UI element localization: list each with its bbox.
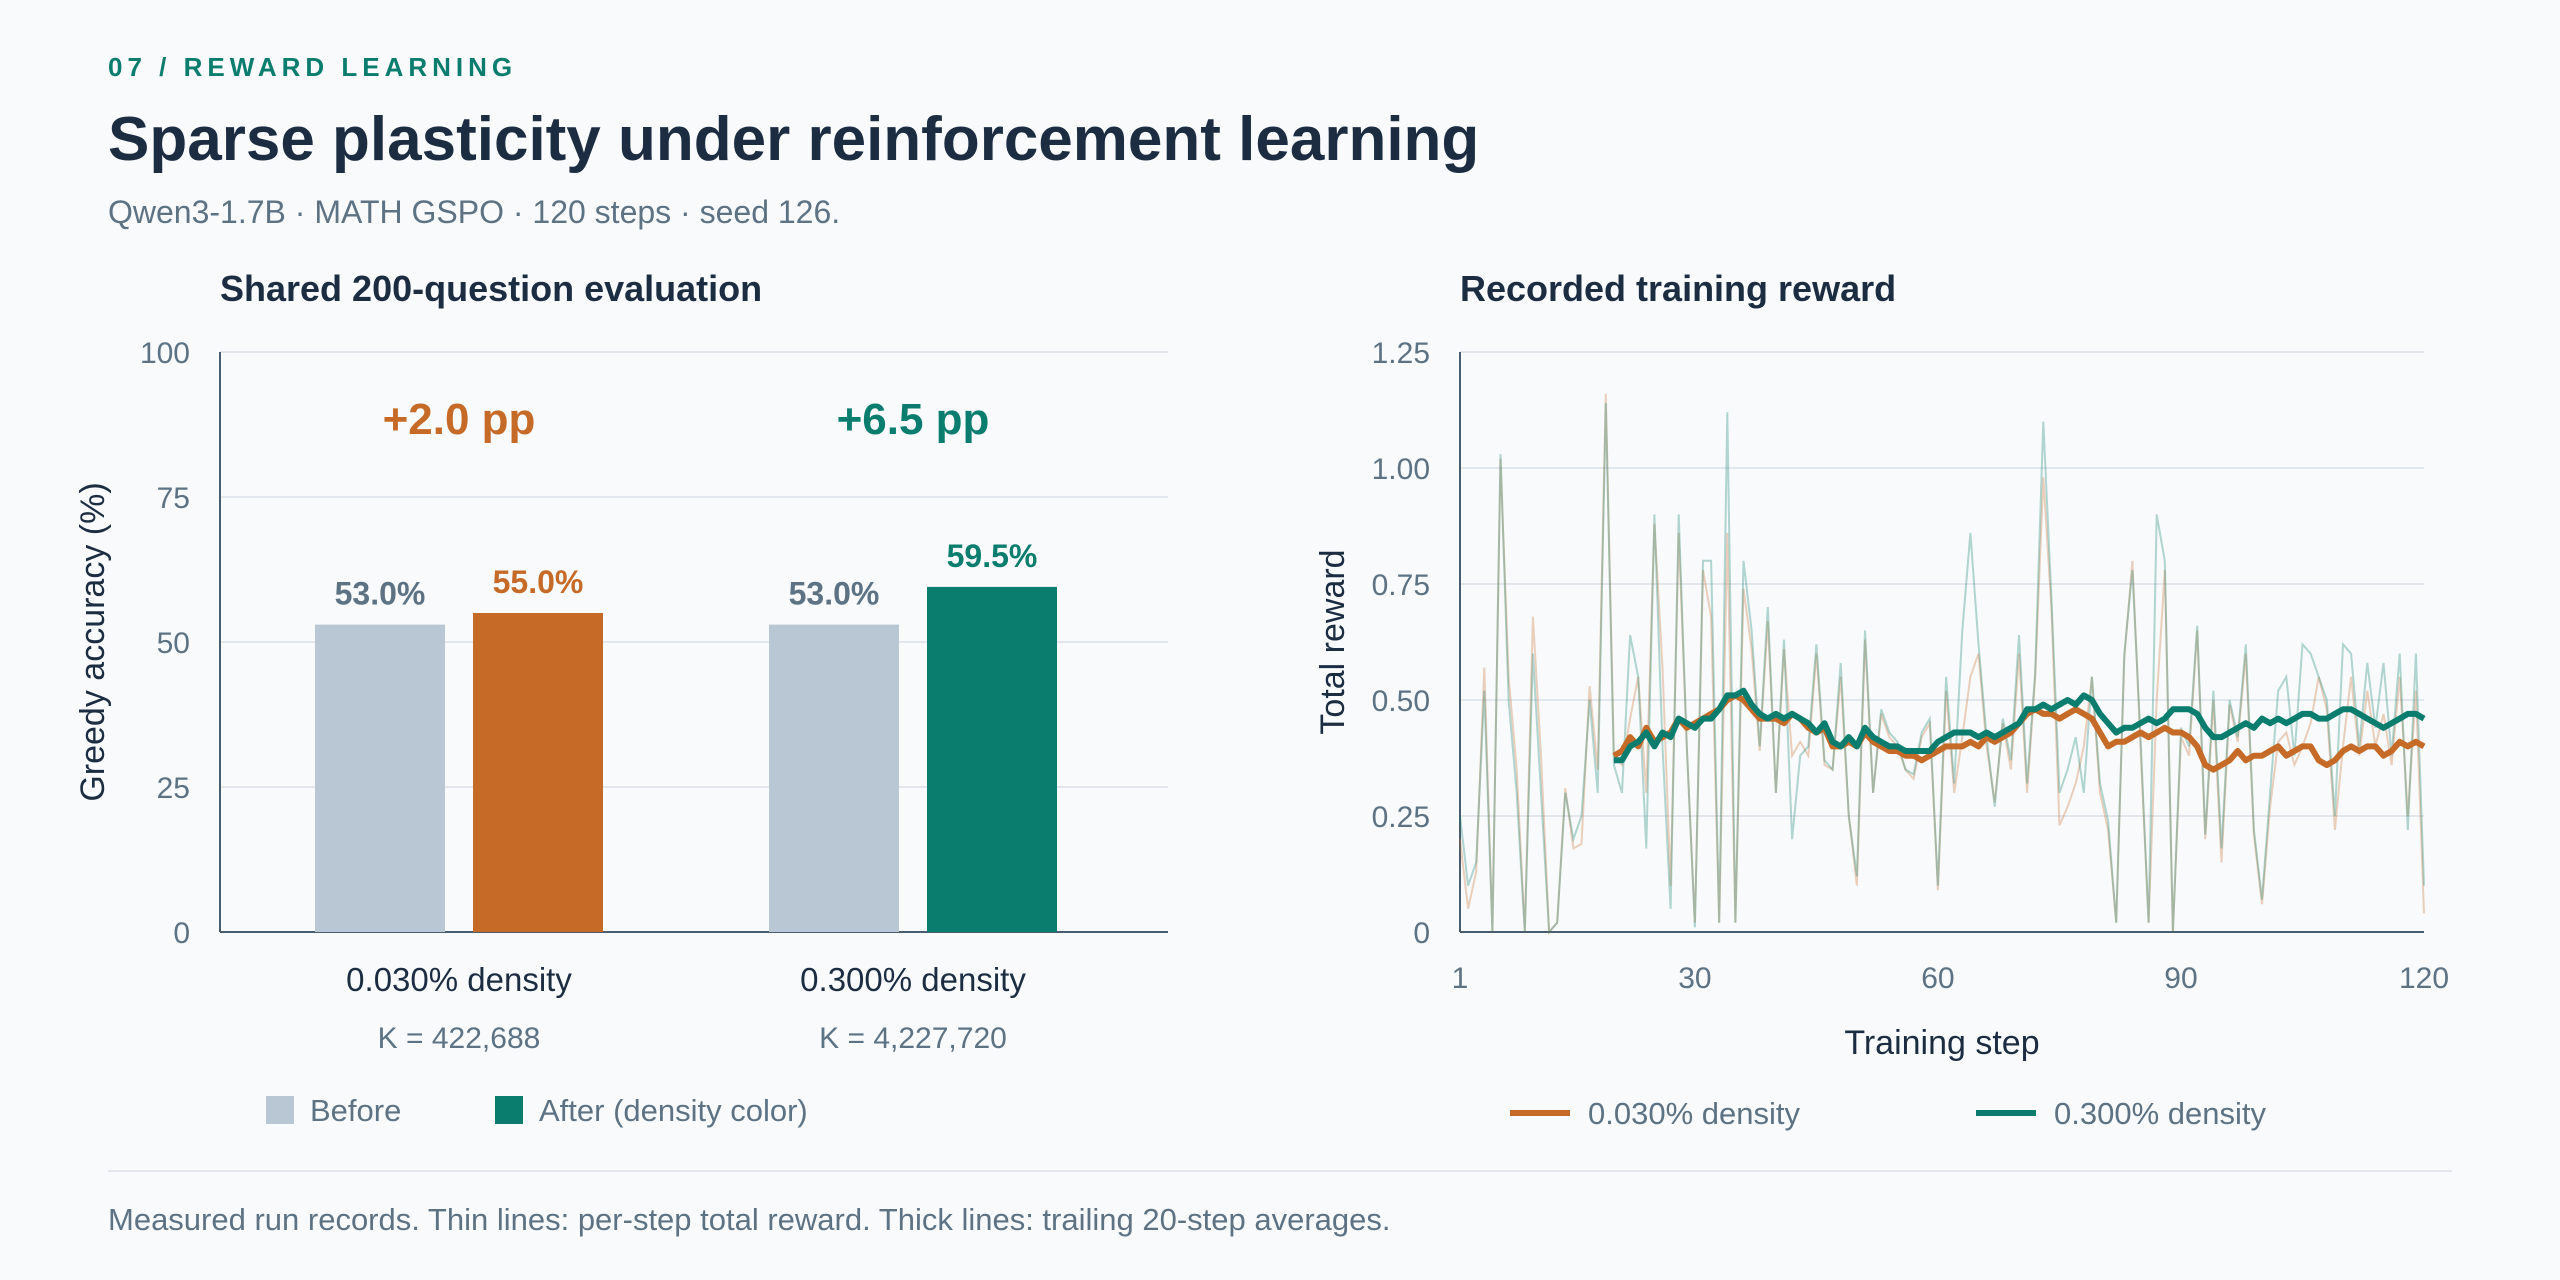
bar-before-value-label: 53.0%	[789, 576, 880, 612]
line-series-raw	[1459, 393, 2425, 935]
line-x-tick-label: 30	[1678, 962, 1711, 995]
line-series-average	[1613, 687, 2426, 764]
line-x-tick-label: 90	[2164, 962, 2197, 995]
bar-after	[473, 613, 603, 932]
page-subtitle: Qwen3-1.7B · MATH GSPO · 120 steps · see…	[108, 194, 841, 230]
bar-before	[315, 624, 445, 932]
bar-chart-title: Shared 200-question evaluation	[220, 268, 762, 309]
line-y-tick-label: 0.50	[1372, 685, 1430, 718]
bar-after-value-label: 55.0%	[493, 564, 584, 600]
bar-group-sublabel: K = 4,227,720	[819, 1022, 1007, 1055]
line-chart-title: Recorded training reward	[1460, 268, 1896, 309]
bar-y-axis-label: Greedy accuracy (%)	[74, 482, 112, 801]
bar-y-tick-label: 25	[157, 772, 190, 805]
line-legend-label: 0.030% density	[1588, 1096, 1800, 1131]
line-series-average	[1612, 692, 2426, 773]
bar-y-tick-label: 0	[173, 917, 190, 950]
bar-delta-label: +2.0 pp	[383, 395, 536, 444]
line-x-axis-label: Training step	[1844, 1024, 2039, 1062]
bar-y-tick-label: 50	[157, 627, 190, 660]
bar-delta-label: +6.5 pp	[837, 395, 990, 444]
bar-y-tick-label: 75	[157, 482, 190, 515]
footnote: Measured run records. Thin lines: per-st…	[108, 1202, 1391, 1237]
bar-legend-swatch	[495, 1096, 523, 1124]
line-y-tick-label: 0	[1413, 917, 1430, 950]
line-x-tick-label: 1	[1452, 962, 1469, 995]
line-y-tick-label: 0.25	[1372, 801, 1430, 834]
bar-group-sublabel: K = 422,688	[378, 1022, 541, 1055]
line-y-tick-label: 0.75	[1372, 569, 1430, 602]
line-y-tick-label: 1.00	[1372, 453, 1430, 486]
bar-legend-label: Before	[310, 1093, 401, 1128]
footer-divider	[108, 1170, 2452, 1172]
page-title: Sparse plasticity under reinforcement le…	[108, 105, 1480, 174]
bar-legend-swatch	[266, 1096, 294, 1124]
line-legend-label: 0.300% density	[2054, 1096, 2266, 1131]
line-x-tick-label: 120	[2399, 962, 2449, 995]
section-kicker: 07 / REWARD LEARNING	[108, 52, 518, 82]
line-y-tick-label: 1.25	[1372, 337, 1430, 370]
line-x-tick-label: 60	[1921, 962, 1954, 995]
bar-after-value-label: 59.5%	[947, 538, 1038, 574]
bar-before-value-label: 53.0%	[335, 576, 426, 612]
line-y-axis-label: Total reward	[1314, 549, 1352, 734]
bar-group-label: 0.030% density	[346, 961, 572, 998]
bar-y-tick-label: 100	[140, 337, 190, 370]
bar-legend-label: After (density color)	[539, 1093, 808, 1128]
bar-before	[769, 624, 899, 932]
line-series-raw	[1459, 402, 2425, 935]
bar-group-label: 0.300% density	[800, 961, 1026, 998]
bar-after	[927, 586, 1057, 932]
